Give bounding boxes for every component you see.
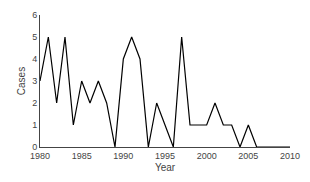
svg-text:3: 3 [32, 76, 37, 86]
svg-text:2000: 2000 [197, 151, 217, 161]
svg-text:1995: 1995 [155, 151, 175, 161]
svg-text:1985: 1985 [72, 151, 92, 161]
svg-text:6: 6 [32, 10, 37, 20]
svg-text:1990: 1990 [113, 151, 133, 161]
svg-text:Cases: Cases [16, 67, 27, 95]
svg-text:1980: 1980 [30, 151, 50, 161]
svg-text:Year: Year [155, 162, 176, 173]
svg-text:2010: 2010 [280, 151, 300, 161]
svg-text:4: 4 [32, 54, 37, 64]
svg-text:5: 5 [32, 32, 37, 42]
svg-text:0: 0 [32, 142, 37, 152]
svg-text:2005: 2005 [238, 151, 258, 161]
svg-text:1: 1 [32, 120, 37, 130]
svg-text:2: 2 [32, 98, 37, 108]
